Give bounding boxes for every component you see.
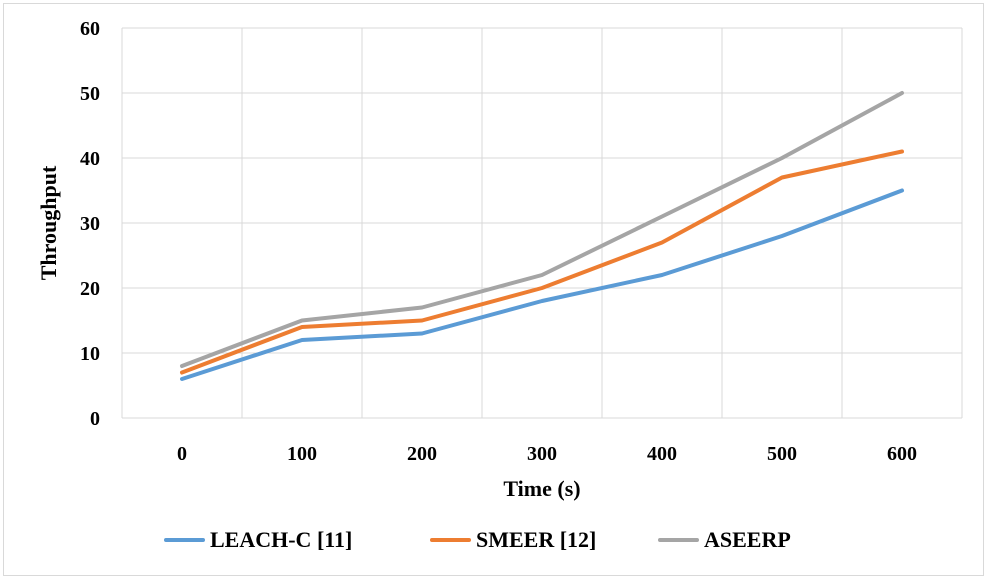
legend-label: LEACH-C [11] xyxy=(210,527,352,552)
legend: LEACH-C [11] SMEER [12] ASEERP xyxy=(164,527,791,552)
x-tick-label: 400 xyxy=(647,443,677,465)
y-tick-label: 0 xyxy=(90,408,100,430)
x-tick-label: 300 xyxy=(527,443,557,465)
x-tick-label: 0 xyxy=(177,443,187,465)
series-line-aseerp xyxy=(180,91,904,368)
y-tick-label: 20 xyxy=(80,278,100,300)
series-lines xyxy=(180,91,904,381)
x-tick-label: 600 xyxy=(887,443,917,465)
x-tick-label: 100 xyxy=(287,443,317,465)
y-tick-label: 50 xyxy=(80,83,100,105)
legend-label: ASEERP xyxy=(704,527,791,552)
y-axis-title: Throughput xyxy=(36,165,61,280)
x-tick-label: 200 xyxy=(407,443,437,465)
legend-label: SMEER [12] xyxy=(476,527,596,552)
y-tick-label: 60 xyxy=(80,18,100,40)
y-tick-label: 40 xyxy=(80,148,100,170)
x-axis-title: Time (s) xyxy=(503,476,580,501)
series-line-smeer-12 xyxy=(180,149,904,375)
x-axis-ticks: 0 100 200 300 400 500 600 xyxy=(177,443,917,465)
y-tick-label: 30 xyxy=(80,213,100,235)
y-tick-label: 10 xyxy=(80,343,100,365)
y-axis-ticks: 0 10 20 30 40 50 60 xyxy=(80,18,100,430)
series-line-leach-c-11 xyxy=(180,188,904,381)
x-tick-label: 500 xyxy=(767,443,797,465)
